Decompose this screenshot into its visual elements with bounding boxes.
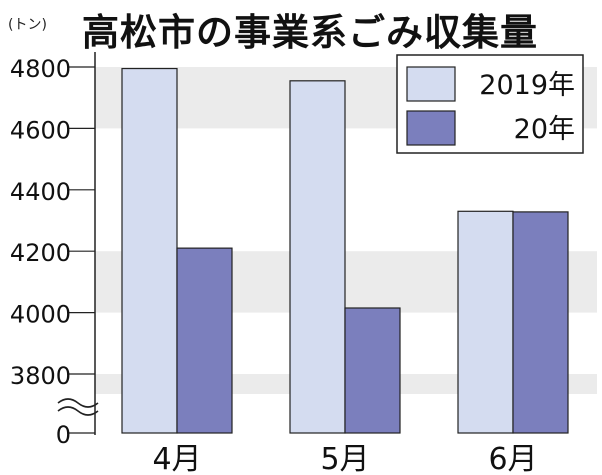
x-tick-label: 4月 (152, 442, 201, 475)
bar (289, 80, 346, 434)
bar (512, 211, 569, 434)
y-tick-label: 4800 (10, 55, 71, 83)
y-tick-label: 0 (56, 421, 71, 449)
legend-label: 20年 (514, 114, 575, 145)
y-tick-label: 4000 (10, 301, 71, 329)
y-tick-label: 4600 (10, 116, 71, 144)
y-tick-label: 4200 (10, 239, 71, 267)
x-tick-label: 5月 (320, 442, 369, 475)
bar (344, 307, 401, 434)
bar (176, 247, 233, 434)
y-tick-label: 4400 (10, 178, 71, 206)
axis-break-mark (57, 406, 99, 416)
legend-swatch (406, 66, 456, 102)
chart-title: 高松市の事業系ごみ収集量 (82, 11, 538, 54)
bar (457, 210, 514, 434)
axis-break-mark (57, 398, 99, 408)
x-tick-label: 6月 (488, 442, 537, 475)
legend-swatch (406, 110, 456, 146)
bar (121, 67, 178, 434)
unit-label: (トン) (8, 17, 47, 33)
y-tick-label: 3800 (10, 362, 71, 390)
legend-label: 2019年 (479, 70, 575, 101)
